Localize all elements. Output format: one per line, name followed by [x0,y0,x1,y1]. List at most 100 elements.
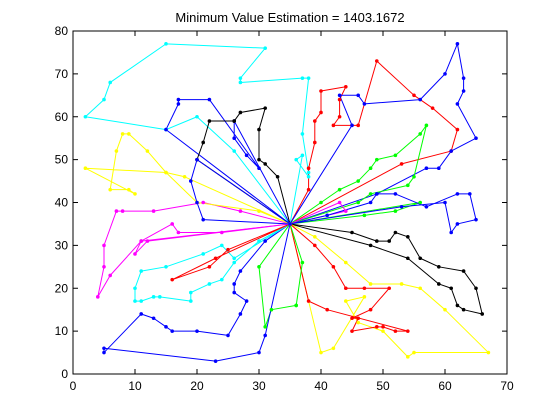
data-point [269,307,274,312]
data-point [176,230,181,235]
data-point [443,307,447,312]
data-point [356,93,361,98]
data-point [344,209,348,213]
data-point [474,286,478,291]
data-point [449,149,454,153]
data-point [306,166,311,170]
data-point [406,183,410,188]
data-point [325,213,330,218]
data-point [306,76,311,80]
series-line-2 [165,99,291,225]
data-point [170,222,174,226]
data-point [449,230,454,235]
data-point [313,235,317,239]
y-tick-label: 0 [61,367,68,381]
data-point [213,256,218,261]
data-point [220,230,224,235]
data-point [294,157,299,162]
data-point [139,239,143,243]
data-point [368,282,373,286]
data-point [412,350,416,355]
data-point [263,239,268,243]
data-point [201,217,205,222]
data-point [375,59,379,63]
data-point [455,127,460,132]
data-point [424,204,429,209]
data-point [455,303,460,308]
marker-layer [83,42,491,363]
data-point [257,239,261,243]
data-point [406,355,410,359]
data-point [362,213,367,218]
data-point [96,295,100,299]
data-point [461,76,466,80]
data-point [399,282,404,286]
data-point [443,72,447,76]
data-point [393,329,398,333]
data-point [368,243,373,248]
data-point [244,153,249,158]
data-point [449,286,454,291]
data-point [151,209,156,213]
data-point [133,192,137,196]
data-point [164,265,168,269]
data-point [139,269,143,273]
data-point [337,114,342,119]
data-point [381,325,385,329]
data-point [207,97,212,102]
data-point [226,333,230,338]
data-point [480,312,485,316]
data-point [319,110,323,115]
data-point [158,295,162,299]
data-point [331,265,336,269]
data-point [468,192,472,196]
data-point [201,140,205,145]
data-point [306,170,311,175]
data-point [207,282,212,286]
data-point [201,252,205,256]
data-point [176,102,181,106]
series-line-3 [196,107,291,225]
data-point [176,97,181,102]
data-point [337,97,342,102]
data-point [337,187,342,192]
data-point [331,346,336,351]
data-point [108,80,112,85]
plot-area-background [73,31,507,374]
data-point [232,149,236,153]
data-point [437,166,441,170]
data-point [406,235,410,239]
data-point [263,333,268,338]
data-point [300,132,305,136]
data-point [108,187,112,192]
data-point [455,102,460,106]
data-point [393,209,398,213]
data-point [83,114,88,119]
data-point [412,93,416,98]
data-point [164,325,168,329]
data-point [412,174,416,179]
data-point [344,286,348,291]
y-tick-label: 20 [55,281,69,295]
data-point [362,295,367,299]
data-point [344,260,348,265]
data-point [300,76,305,80]
data-point [151,316,156,321]
data-point [170,329,174,333]
data-point [195,157,199,162]
series-line-10 [289,223,483,315]
data-point [164,127,168,132]
data-point [263,46,268,50]
data-point [461,269,466,273]
data-point [257,127,261,132]
data-point [127,187,131,192]
data-point [189,299,193,303]
data-point [486,350,491,355]
data-point [189,179,193,183]
data-point [375,157,379,162]
data-point [257,209,261,213]
data-point [102,265,106,269]
data-point [418,286,423,291]
data-point [350,230,354,235]
